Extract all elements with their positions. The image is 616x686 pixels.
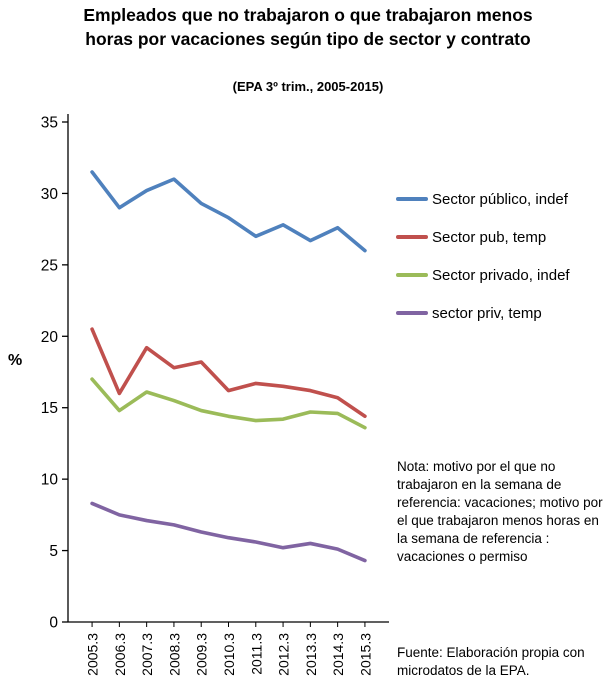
legend-item: Sector pub, temp	[396, 226, 614, 248]
legend-swatch	[396, 235, 428, 239]
y-tick-label: 0	[49, 615, 58, 632]
legend-swatch	[396, 311, 428, 315]
chart-legend: Sector público, indef Sector pub, temp Sec…	[396, 188, 614, 340]
x-tick-label: 2006.3	[112, 633, 128, 676]
y-tick-label: 10	[41, 472, 59, 489]
legend-label: Sector pub, temp	[432, 228, 547, 246]
x-tick-label: 2007.3	[139, 633, 155, 676]
legend-item: Sector privado, indef	[396, 264, 614, 286]
y-axis-title: %	[8, 352, 23, 369]
legend-swatch	[396, 197, 428, 201]
chart-subtitle: (EPA 3º trim., 2005-2015)	[232, 79, 384, 94]
x-tick-label: 2010.3	[221, 633, 237, 676]
legend-item: Sector público, indef	[396, 188, 614, 210]
legend-item: sector priv, temp	[396, 302, 614, 324]
line-chart-plot: 0 5 10 15 20 25 30 35 2005.3 2006.3 2007.3 2008.3 20…	[18, 106, 403, 684]
x-tick-label: 2012.3	[276, 633, 292, 676]
series-line	[90, 501, 367, 563]
y-tick-label: 20	[41, 329, 59, 346]
legend-label: Sector público, indef	[432, 190, 568, 208]
x-tick-label: 2013.3	[303, 633, 319, 676]
x-tick-label: 2015.3	[357, 633, 373, 676]
x-tick-label: 2011.3	[248, 633, 264, 675]
x-tick-label: 2014.3	[330, 633, 346, 676]
y-tick-label: 25	[41, 257, 58, 274]
x-tick-label: 2005.3	[85, 633, 101, 676]
series-line	[90, 327, 367, 419]
y-tick-label: 35	[41, 115, 58, 132]
x-tick-label: 2008.3	[166, 633, 182, 676]
legend-label: Sector privado, indef	[432, 266, 570, 284]
series-line	[90, 170, 367, 253]
legend-label: sector priv, temp	[432, 304, 542, 322]
x-tick-label: 2009.3	[194, 633, 210, 676]
y-tick-label: 5	[49, 543, 58, 560]
series-line	[90, 377, 367, 430]
source-text: Fuente: Elaboración propia con microdato…	[397, 645, 585, 678]
y-tick-label: 15	[41, 400, 58, 417]
note-text: Nota: motivo por el que no trabajaron en…	[397, 459, 603, 564]
line-chart-svg: 0 5 10 15 20 25 30 35 2005.3 2006.3 2007.3 2008.3 20…	[41, 114, 389, 676]
chart-title: Empleados que no trabajaron o que trabaj…	[83, 5, 533, 49]
y-tick-label: 30	[41, 186, 59, 203]
legend-swatch	[396, 273, 428, 277]
